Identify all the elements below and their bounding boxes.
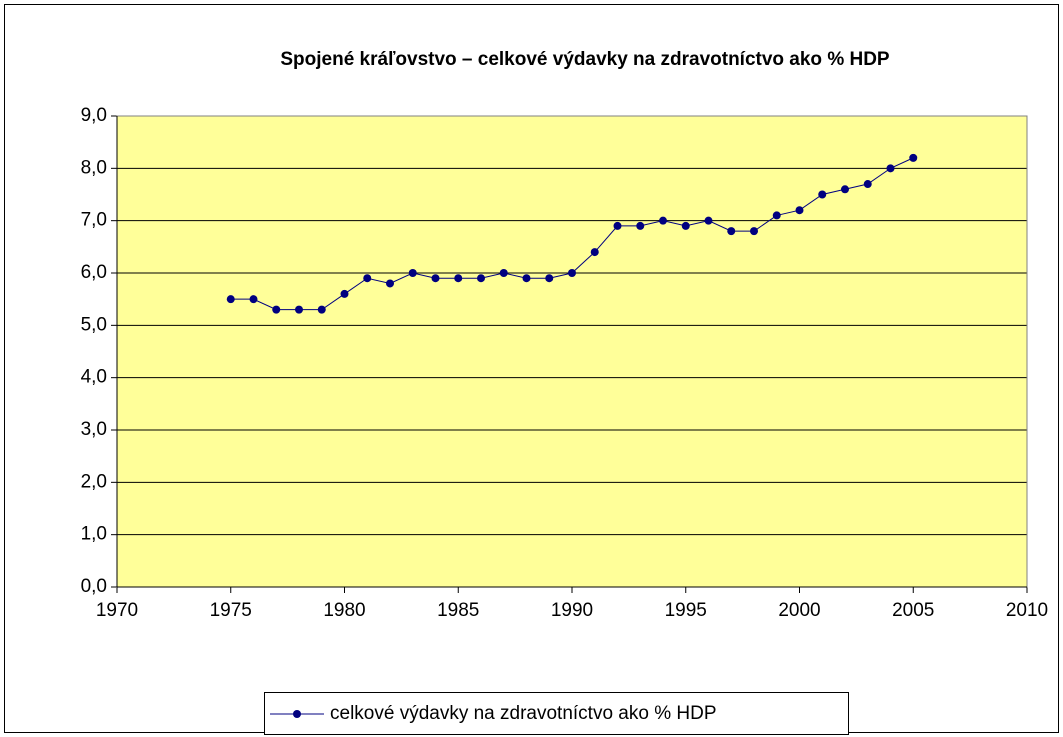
- data-point: [226, 295, 235, 304]
- x-tick-label: 1970: [96, 600, 138, 621]
- x-tick-label: 2010: [1006, 600, 1048, 621]
- data-point: [295, 305, 303, 314]
- data-point: [477, 274, 485, 283]
- data-point: [431, 274, 440, 283]
- data-point: [818, 190, 827, 199]
- x-tick-label: 1990: [551, 600, 593, 621]
- legend: celkové výdavky na zdravotníctvo ako % H…: [264, 692, 849, 735]
- y-tick-label: 0,0: [81, 576, 107, 597]
- x-tick-label: 2005: [892, 600, 934, 621]
- data-point: [568, 269, 576, 277]
- x-tick-label: 2000: [778, 600, 820, 621]
- y-tick-label: 5,0: [81, 314, 107, 335]
- data-point: [886, 164, 895, 173]
- y-tick-label: 6,0: [81, 262, 107, 283]
- legend-box: [264, 692, 849, 735]
- data-point: [750, 227, 758, 236]
- x-tick-label: 1985: [437, 600, 479, 621]
- legend-label: celkové výdavky na zdravotníctvo ako % H…: [330, 703, 717, 724]
- data-point: [795, 206, 804, 215]
- data-point: [636, 221, 645, 230]
- y-tick-label: 9,0: [81, 105, 107, 126]
- data-point: [863, 180, 872, 189]
- data-point: [659, 216, 667, 225]
- data-point: [272, 305, 281, 314]
- data-point: [317, 305, 326, 314]
- data-point: [613, 221, 622, 230]
- data-point: [681, 221, 690, 230]
- data-point: [499, 269, 508, 277]
- y-tick-label: 2,0: [81, 471, 107, 492]
- data-point: [772, 211, 781, 220]
- x-tick-label: 1975: [210, 600, 252, 621]
- data-point: [590, 248, 599, 257]
- data-point: [249, 295, 258, 304]
- data-point: [841, 185, 849, 194]
- y-tick-label: 1,0: [81, 524, 107, 545]
- y-tick-label: 3,0: [81, 419, 107, 440]
- data-point: [363, 274, 372, 283]
- data-point: [408, 269, 417, 277]
- y-tick-label: 8,0: [81, 157, 107, 178]
- data-point: [340, 289, 349, 298]
- chart-title: Spojené kráľovstvo – celkové výdavky na …: [280, 49, 890, 70]
- data-point: [727, 227, 736, 236]
- x-tick-label: 1995: [665, 600, 707, 621]
- legend-marker: [293, 710, 301, 718]
- y-tick-label: 7,0: [81, 210, 107, 231]
- data-point: [386, 279, 394, 288]
- x-tick-label: 1980: [323, 600, 365, 621]
- data-point: [704, 216, 713, 225]
- data-point: [454, 274, 463, 283]
- plot-background: [117, 116, 1027, 587]
- data-point: [522, 274, 531, 283]
- y-tick-label: 4,0: [81, 367, 107, 388]
- data-point: [545, 274, 554, 283]
- data-point: [909, 153, 918, 162]
